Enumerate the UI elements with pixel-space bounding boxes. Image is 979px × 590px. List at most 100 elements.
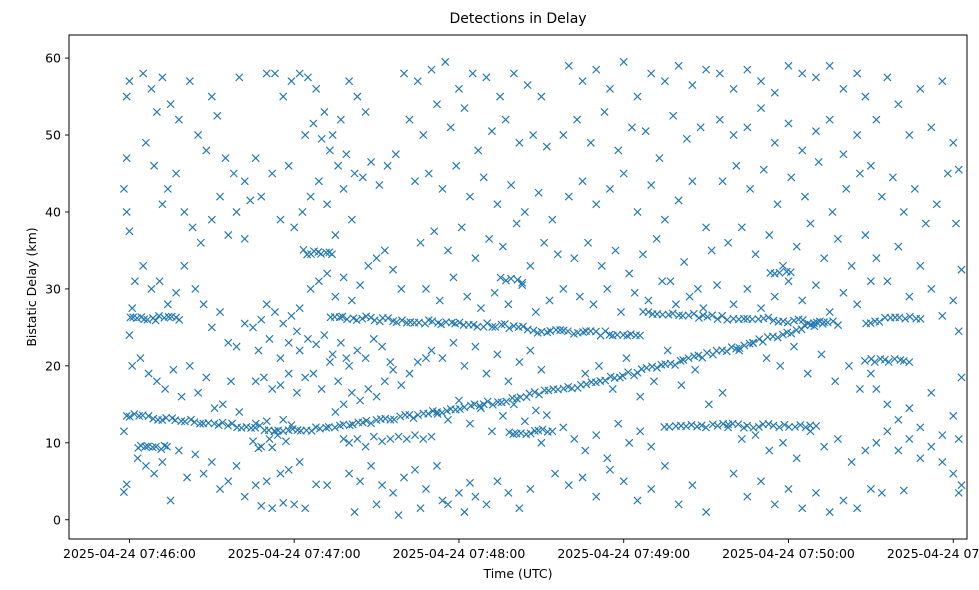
detection-point [853, 131, 862, 140]
detection-point [424, 169, 433, 178]
detection-point [301, 131, 310, 140]
detection-point [820, 442, 829, 451]
detection-point [703, 312, 712, 321]
detection-point [601, 376, 610, 385]
detection-point [595, 361, 604, 370]
y-axis-ticks: 0 10 20 30 40 50 60 [45, 51, 69, 527]
detection-point [262, 300, 271, 309]
detection-point [957, 481, 966, 490]
detection-point [465, 419, 474, 428]
detection-point [801, 423, 810, 432]
detection-point [122, 411, 131, 420]
detection-point [949, 138, 958, 147]
detection-point [316, 249, 325, 258]
detection-point [158, 73, 167, 82]
detection-point [534, 188, 543, 197]
detection-point [737, 223, 746, 232]
x-tick-label: 2025-04-24 07:51:00 [887, 546, 979, 561]
detection-point [704, 400, 713, 409]
detection-point [287, 311, 296, 320]
detection-point [691, 365, 700, 374]
detection-point [932, 200, 941, 209]
detection-point [265, 434, 274, 443]
x-tick-label: 2025-04-24 07:47:00 [228, 546, 361, 561]
detection-point [625, 269, 634, 278]
detection-point [309, 369, 318, 378]
detection-point [778, 330, 787, 339]
detection-point [177, 392, 186, 401]
detection-point [251, 154, 260, 163]
detection-point [339, 273, 348, 282]
detection-point [207, 92, 216, 101]
detection-point [668, 309, 677, 318]
detection-point [839, 496, 848, 505]
detection-point [685, 292, 694, 301]
detection-point [702, 508, 711, 517]
detection-point [442, 406, 451, 415]
detection-point [463, 292, 472, 301]
detection-point [798, 296, 807, 305]
detection-point [268, 169, 277, 178]
detection-point [938, 431, 947, 440]
detection-point [276, 469, 285, 478]
detection-point [424, 409, 433, 418]
detection-point [353, 92, 362, 101]
detection-point [559, 131, 568, 140]
detection-point [727, 343, 736, 352]
detection-point [916, 84, 925, 93]
detection-point [518, 281, 527, 290]
detection-point [796, 420, 805, 429]
detection-point [853, 69, 862, 78]
detection-point [491, 322, 500, 331]
detection-point [199, 300, 208, 309]
detection-point [605, 465, 615, 474]
detection-point [361, 354, 370, 363]
detection-point [162, 442, 172, 451]
detection-point [443, 415, 452, 424]
detection-point [413, 77, 422, 86]
detection-point [378, 481, 387, 490]
detection-point [765, 446, 774, 455]
detection-point [150, 161, 159, 170]
detection-point [405, 410, 414, 419]
detection-point [666, 277, 675, 286]
detection-point [438, 184, 447, 193]
detection-point [483, 319, 492, 328]
detection-point [188, 223, 197, 232]
detection-point [633, 207, 642, 216]
detection-point [829, 317, 838, 326]
detection-point [592, 492, 601, 501]
detection-point [713, 315, 722, 324]
detection-point [427, 65, 436, 74]
detection-point [894, 415, 903, 424]
detection-point [575, 292, 584, 301]
detection-point [322, 423, 331, 432]
detection-point [529, 131, 538, 140]
detection-point [787, 329, 796, 338]
detection-point [218, 400, 227, 409]
detection-point [927, 123, 936, 132]
detection-point [151, 316, 160, 325]
detection-point [688, 481, 697, 490]
detection-point [743, 492, 752, 501]
detection-point [660, 215, 669, 224]
detection-point [729, 469, 738, 478]
detection-point [764, 420, 773, 429]
detection-point [336, 115, 345, 124]
detection-point [540, 238, 549, 247]
detection-point [147, 284, 156, 293]
detection-point [825, 115, 834, 124]
detection-point [676, 356, 685, 365]
detection-point [389, 265, 398, 274]
detection-point [776, 361, 785, 370]
detection-point [697, 421, 706, 430]
detection-point [455, 318, 464, 327]
detection-point [586, 138, 595, 147]
detection-point [279, 92, 288, 101]
detection-point [861, 92, 870, 101]
detection-point [505, 324, 514, 333]
detection-point [847, 261, 856, 270]
detection-point [493, 200, 502, 209]
detection-point [191, 284, 200, 293]
detection-point [592, 200, 601, 209]
